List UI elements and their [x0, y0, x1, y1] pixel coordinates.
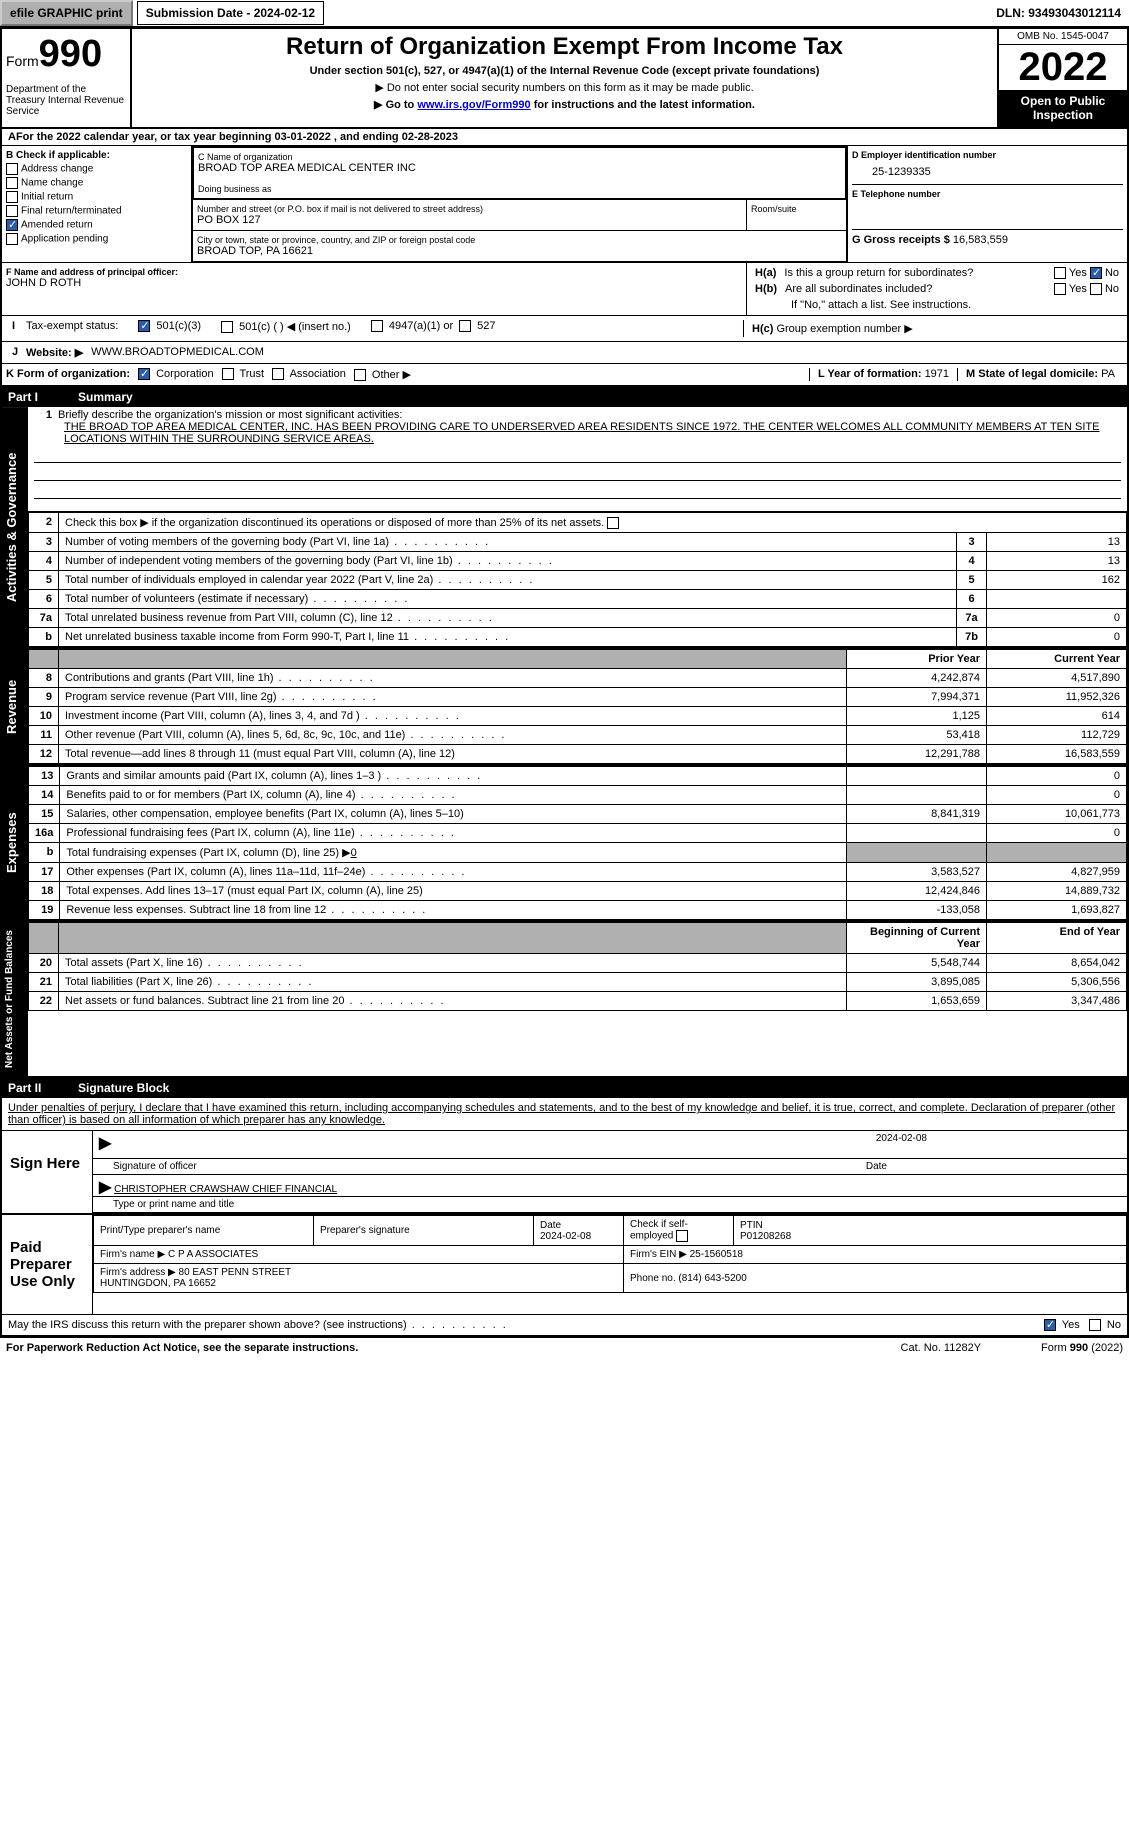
side-netassets: Net Assets or Fund Balances	[2, 922, 28, 1076]
website: WWW.BROADTOPMEDICAL.COM	[91, 346, 264, 359]
dln: DLN: 93493043012114	[988, 2, 1129, 24]
chk-trust[interactable]	[222, 368, 234, 380]
discuss-yes[interactable]	[1044, 1319, 1056, 1331]
preparer-table: Print/Type preparer's name Preparer's si…	[93, 1215, 1127, 1293]
firm-phone: (814) 643-5200	[678, 1273, 746, 1284]
section-j: J Website: ▶ WWW.BROADTOPMEDICAL.COM	[0, 342, 1129, 364]
paid-preparer-label: Paid Preparer Use Only	[2, 1215, 92, 1314]
chk-amended[interactable]	[6, 219, 18, 231]
state-domicile: PA	[1101, 368, 1115, 380]
chk-501c3[interactable]	[138, 320, 150, 332]
ein: 25-1239335	[852, 160, 1123, 184]
org-name: BROAD TOP AREA MEDICAL CENTER INC	[198, 162, 841, 174]
side-revenue: Revenue	[2, 649, 28, 764]
netassets-section: Net Assets or Fund Balances Beginning of…	[0, 922, 1129, 1078]
section-k-l-m: K Form of organization: Corporation Trus…	[0, 364, 1129, 387]
activities-governance: Activities & Governance 1Briefly describ…	[0, 407, 1129, 649]
chk-application[interactable]	[6, 233, 18, 245]
chk-final[interactable]	[6, 205, 18, 217]
side-activities: Activities & Governance	[2, 407, 28, 647]
sign-here-label: Sign Here	[2, 1131, 92, 1213]
v4: 13	[987, 552, 1127, 571]
instr-link: ▶ Go to www.irs.gov/Form990 for instruct…	[136, 98, 993, 111]
firm-ein: 25-1560518	[690, 1249, 743, 1260]
chk-discontinued[interactable]	[607, 517, 619, 529]
tax-year: 2022	[999, 45, 1127, 90]
section-i: I Tax-exempt status: 501(c)(3) 501(c) ( …	[0, 316, 1129, 342]
page-footer: For Paperwork Reduction Act Notice, see …	[0, 1337, 1129, 1358]
b-label: B Check if applicable:	[6, 150, 187, 161]
officer-name: CHRISTOPHER CRAWSHAW CHIEF FINANCIAL	[114, 1184, 337, 1195]
form-number: Form990	[6, 33, 126, 76]
form-footer: Form 990 (2022)	[1041, 1342, 1123, 1354]
chk-501c[interactable]	[221, 321, 233, 333]
side-expenses: Expenses	[2, 766, 28, 920]
chk-assoc[interactable]	[272, 368, 284, 380]
chk-address[interactable]	[6, 163, 18, 175]
form-subtitle: Under section 501(c), 527, or 4947(a)(1)…	[136, 65, 993, 77]
v5: 162	[987, 571, 1127, 590]
efile-print-button[interactable]: efile GRAPHIC print	[0, 0, 133, 26]
signature-block: Under penalties of perjury, I declare th…	[0, 1098, 1129, 1337]
v7b: 0	[987, 628, 1127, 647]
discuss-no[interactable]	[1089, 1319, 1101, 1331]
revenue-table: Prior YearCurrent Year 8Contributions an…	[28, 649, 1127, 764]
arrow-icon: ▶	[99, 1135, 111, 1152]
irs-link[interactable]: www.irs.gov/Form990	[417, 99, 530, 111]
submission-date: Submission Date - 2024-02-12	[137, 1, 324, 25]
perjury-declaration: Under penalties of perjury, I declare th…	[2, 1098, 1127, 1131]
top-bar: efile GRAPHIC print Submission Date - 20…	[0, 0, 1129, 27]
chk-corp[interactable]	[138, 368, 150, 380]
hb-yes[interactable]	[1054, 283, 1066, 295]
form-header: Form990 Department of the Treasury Inter…	[0, 27, 1129, 129]
ha-yes[interactable]	[1054, 267, 1066, 279]
part1-header: Part ISummary	[0, 387, 1129, 407]
section-f-h: F Name and address of principal officer:…	[0, 263, 1129, 316]
street-address: PO BOX 127	[197, 214, 742, 226]
gross-receipts: 16,583,559	[953, 234, 1008, 246]
firm-name: C P A ASSOCIATES	[168, 1249, 258, 1260]
v7a: 0	[987, 609, 1127, 628]
chk-initial[interactable]	[6, 191, 18, 203]
governance-table: 2Check this box ▶ if the organization di…	[28, 512, 1127, 647]
section-b-to-g: B Check if applicable: Address change Na…	[0, 146, 1129, 263]
v6	[987, 590, 1127, 609]
arrow-icon: ▶	[99, 1179, 111, 1196]
v3: 13	[987, 533, 1127, 552]
expenses-table: 13Grants and similar amounts paid (Part …	[28, 766, 1127, 920]
hb-no[interactable]	[1090, 283, 1102, 295]
phone	[852, 199, 1123, 229]
chk-other[interactable]	[354, 369, 366, 381]
ha-no[interactable]	[1090, 267, 1102, 279]
mission-text: THE BROAD TOP AREA MEDICAL CENTER, INC. …	[34, 421, 1121, 445]
dept-treasury: Department of the Treasury Internal Reve…	[6, 84, 126, 117]
form-title: Return of Organization Exempt From Incom…	[136, 33, 993, 61]
expenses-section: Expenses 13Grants and similar amounts pa…	[0, 766, 1129, 922]
part2-header: Part IISignature Block	[0, 1078, 1129, 1098]
netassets-table: Beginning of Current YearEnd of Year 20T…	[28, 922, 1127, 1011]
sig-date: 2024-02-08	[876, 1133, 927, 1144]
omb-number: OMB No. 1545-0047	[999, 29, 1127, 45]
chk-name[interactable]	[6, 177, 18, 189]
revenue-section: Revenue Prior YearCurrent Year 8Contribu…	[0, 649, 1129, 766]
chk-4947[interactable]	[371, 320, 383, 332]
ptin: P01208268	[740, 1231, 791, 1242]
chk-527[interactable]	[459, 320, 471, 332]
instr-ssn: ▶ Do not enter social security numbers o…	[136, 81, 993, 94]
discuss-row: May the IRS discuss this return with the…	[2, 1314, 1127, 1335]
city-state-zip: BROAD TOP, PA 16621	[197, 245, 842, 257]
org-name-box: C Name of organization BROAD TOP AREA ME…	[192, 146, 847, 200]
line-a: A For the 2022 calendar year, or tax yea…	[0, 129, 1129, 146]
chk-self-employed[interactable]	[676, 1230, 688, 1242]
principal-officer: JOHN D ROTH	[6, 277, 742, 289]
year-formation: 1971	[925, 368, 949, 380]
open-to-public: Open to Public Inspection	[999, 90, 1127, 127]
